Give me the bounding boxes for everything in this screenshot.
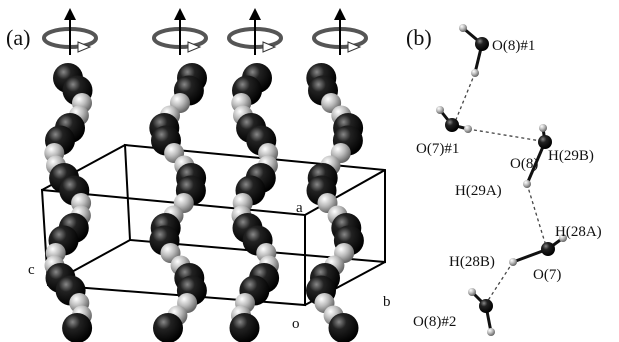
rotation-arrowhead xyxy=(334,8,346,20)
hbond xyxy=(455,73,475,122)
carbon-atom xyxy=(230,313,260,342)
panel-label: (a) xyxy=(6,25,30,50)
hydrogen xyxy=(471,69,479,77)
hydrogen xyxy=(464,125,472,133)
atom-label: O(7)#1 xyxy=(416,141,459,157)
rotation-arrowhead xyxy=(64,8,76,20)
rotation-arrows xyxy=(44,8,366,55)
carbon-atom xyxy=(153,313,183,342)
hydrogen xyxy=(459,24,467,32)
oxygen xyxy=(541,242,555,256)
hydrogen xyxy=(487,328,495,336)
oxygen xyxy=(479,299,493,313)
hydrogen xyxy=(509,258,517,266)
molecules xyxy=(44,63,364,342)
axis-label: o xyxy=(292,316,300,332)
axis-label: b xyxy=(383,294,391,310)
atom-label: H(28B) xyxy=(449,254,495,270)
hydrogen xyxy=(539,124,547,132)
atom-label: O(8) xyxy=(510,156,538,172)
hydrogen xyxy=(468,288,476,296)
figure: (a) a b c o (b) O(8)#1 xyxy=(0,0,619,342)
atoms xyxy=(436,24,567,336)
bonds xyxy=(440,28,563,332)
hydrogen xyxy=(436,106,444,114)
carbon-atom xyxy=(62,313,92,342)
oxygen xyxy=(475,37,489,51)
hbond xyxy=(468,129,541,141)
atom-label: H(29A) xyxy=(455,183,502,199)
axis-label: c xyxy=(28,262,35,278)
atom-label: O(8)#1 xyxy=(492,38,535,54)
panel-label: (b) xyxy=(406,25,432,50)
hbond xyxy=(527,184,546,246)
atom-label: O(8)#2 xyxy=(413,314,456,330)
oxygen xyxy=(538,135,552,149)
atom-label: H(28A) xyxy=(555,224,602,240)
oxygen xyxy=(445,118,459,132)
hydrogen xyxy=(523,180,531,188)
atom-label: H(29B) xyxy=(548,148,594,164)
atom-label: O(7) xyxy=(533,267,561,283)
rotation-arrowhead xyxy=(249,8,261,20)
carbon-atom xyxy=(329,313,359,342)
axis-label: a xyxy=(296,200,303,216)
rotation-arrowhead xyxy=(174,8,186,20)
